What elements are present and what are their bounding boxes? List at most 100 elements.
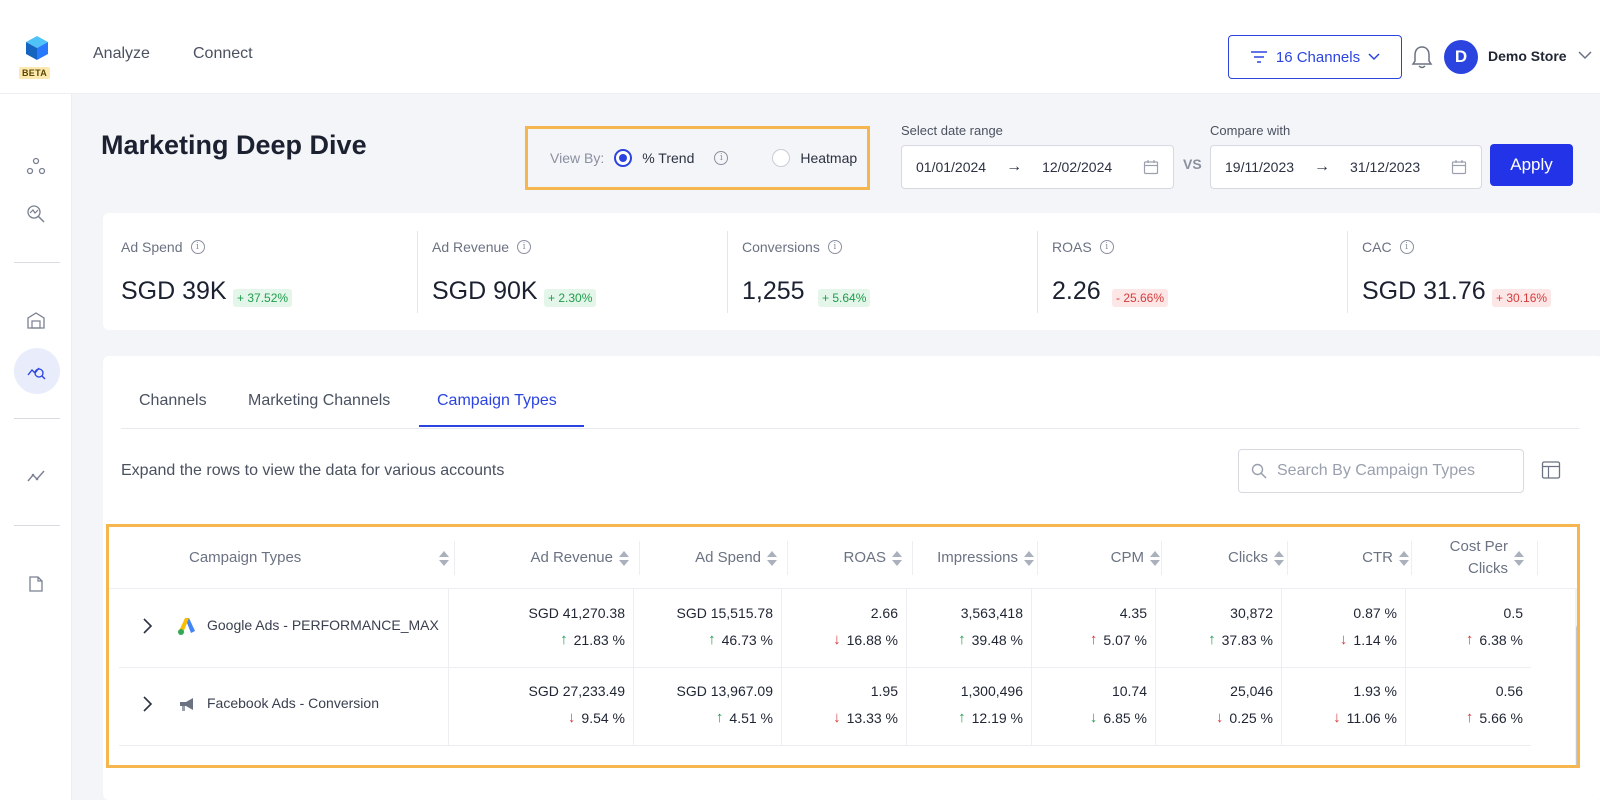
col-divider — [1287, 541, 1288, 575]
campaign-type-name[interactable]: Facebook Ads - Conversion — [207, 695, 379, 711]
sort-icon[interactable] — [619, 550, 629, 566]
sort-icon[interactable] — [767, 550, 777, 566]
cell-change-value: 46.73 % — [721, 631, 773, 648]
cell-change-value: 1.14 % — [1353, 631, 1397, 648]
heatmap-radio[interactable] — [772, 149, 791, 167]
top-bar: BETA Analyze Connect 16 Channels D Demo … — [0, 0, 1600, 94]
heatmap-option-label[interactable]: Heatmap — [800, 150, 858, 166]
info-icon[interactable]: i — [190, 240, 205, 254]
cell-change: ↓ 9.54 % — [568, 709, 625, 726]
info-icon[interactable]: i — [714, 151, 729, 165]
store-name[interactable]: Demo Store — [1488, 48, 1567, 64]
trend-icon[interactable] — [24, 464, 48, 488]
sort-icon[interactable] — [1399, 550, 1409, 566]
search-icon — [1251, 463, 1267, 479]
col-divider — [787, 541, 788, 575]
col-cost-per-clicks[interactable]: Cost Per Clicks — [1416, 527, 1524, 589]
cell-change-value: 5.07 % — [1103, 631, 1147, 648]
logo-cube-icon — [26, 36, 48, 60]
col-cpm[interactable]: CPM — [1042, 527, 1160, 589]
table-cell: 1,300,496 ↑ 12.19 % — [906, 667, 1031, 746]
cell-value: SGD 13,967.09 — [676, 683, 773, 699]
kpi-label-wrap: Ad Revenue i — [432, 239, 532, 255]
trend-radio[interactable] — [614, 149, 633, 167]
col-campaign-types[interactable]: Campaign Types — [179, 527, 449, 589]
table-row[interactable]: Facebook Ads - Conversion SGD 27,233.49 ↓ 9… — [119, 667, 1531, 746]
col-clicks[interactable]: Clicks — [1166, 527, 1284, 589]
compare-end[interactable]: 31/12/2023 — [1350, 159, 1421, 175]
cell-change: ↓ 1.14 % — [1340, 631, 1397, 648]
beta-badge: BETA — [19, 67, 51, 79]
sort-icon[interactable] — [1514, 550, 1524, 566]
tab-channels[interactable]: Channels — [139, 392, 207, 409]
sort-icon[interactable] — [892, 550, 902, 566]
sidebar-divider — [14, 525, 60, 526]
cell-change: ↓ 13.33 % — [833, 709, 898, 726]
nav-analyze[interactable]: Analyze — [93, 45, 150, 62]
arrow-down-icon: ↓ — [1089, 709, 1098, 726]
date-range-picker[interactable]: 01/01/2024 → 12/02/2024 — [901, 145, 1174, 189]
document-icon[interactable] — [24, 572, 48, 596]
col-ad-revenue[interactable]: Ad Revenue — [459, 527, 629, 589]
warehouse-icon[interactable] — [24, 308, 48, 332]
kpi-divider — [1347, 231, 1348, 313]
cell-change: ↑ 5.66 % — [1466, 709, 1523, 726]
sort-icon[interactable] — [1024, 550, 1034, 566]
channels-filter-button[interactable]: 16 Channels — [1228, 35, 1402, 79]
calendar-icon[interactable] — [1451, 159, 1467, 175]
col-ad-spend[interactable]: Ad Spend — [644, 527, 777, 589]
col-ctr[interactable]: CTR — [1292, 527, 1409, 589]
sort-icon[interactable] — [1150, 550, 1160, 566]
sort-icon[interactable] — [439, 550, 449, 566]
nav-connect[interactable]: Connect — [193, 45, 253, 62]
info-icon[interactable]: i — [517, 240, 532, 254]
sort-icon[interactable] — [1274, 550, 1284, 566]
columns-settings-icon[interactable] — [1541, 460, 1561, 480]
date-range-start[interactable]: 01/01/2024 — [916, 159, 987, 175]
info-icon[interactable]: i — [1099, 240, 1114, 254]
arrow-down-icon: ↓ — [1333, 709, 1341, 726]
bell-icon[interactable] — [1410, 44, 1434, 70]
apply-button[interactable]: Apply — [1490, 144, 1573, 186]
table-row[interactable]: Google Ads - PERFORMANCE_MAX SGD 41,270.3… — [119, 589, 1531, 668]
chevron-right-icon[interactable] — [141, 617, 153, 635]
col-impressions[interactable]: Impressions — [917, 527, 1034, 589]
vertical-scrollbar-thumb[interactable] — [1576, 625, 1577, 765]
calendar-icon[interactable] — [1143, 159, 1159, 175]
cell-change-value: 4.51 % — [729, 709, 773, 726]
search-box[interactable] — [1238, 449, 1524, 493]
cell-change-value: 37.83 % — [1221, 631, 1273, 648]
col-label: Campaign Types — [189, 549, 302, 566]
info-icon[interactable]: i — [827, 240, 842, 254]
info-icon[interactable]: i — [1399, 240, 1414, 254]
arrow-up-icon: ↑ — [560, 631, 568, 648]
col-divider — [1411, 541, 1412, 575]
tab-campaign-types[interactable]: Campaign Types — [437, 392, 557, 409]
cell-change: ↓ 11.06 % — [1333, 709, 1397, 726]
cell-value: 1.93 % — [1353, 683, 1397, 699]
app-logo[interactable] — [22, 36, 52, 80]
compare-label: Compare with — [1210, 123, 1291, 138]
compare-date-picker[interactable]: 19/11/2023 → 31/12/2023 — [1210, 145, 1482, 189]
chevron-right-icon[interactable] — [141, 695, 153, 713]
store-chevron-down-icon[interactable] — [1578, 50, 1592, 60]
col-roas[interactable]: ROAS — [792, 527, 902, 589]
table-cell: 1.95 ↓ 13.33 % — [781, 667, 906, 746]
search-analysis-icon[interactable] — [24, 202, 48, 226]
tab-marketing-channels[interactable]: Marketing Channels — [248, 392, 391, 409]
date-range-end[interactable]: 12/02/2024 — [1042, 159, 1113, 175]
search-input[interactable] — [1277, 462, 1507, 480]
cell-value: SGD 41,270.38 — [528, 605, 625, 621]
vs-label: VS — [1183, 156, 1202, 172]
cell-change-value: 12.19 % — [971, 709, 1023, 726]
nodes-icon[interactable] — [24, 154, 48, 178]
arrow-up-icon: ↑ — [1208, 631, 1216, 648]
kpi-label: Conversions — [742, 239, 820, 255]
campaign-type-name[interactable]: Google Ads - PERFORMANCE_MAX — [207, 617, 439, 633]
deep-dive-icon[interactable] — [24, 359, 48, 383]
cell-value: 1,300,496 — [960, 683, 1023, 699]
trend-option-label[interactable]: % Trend — [642, 150, 695, 166]
compare-start[interactable]: 19/11/2023 — [1225, 159, 1295, 175]
avatar[interactable]: D — [1444, 40, 1478, 74]
cell-change: ↑ 39.48 % — [958, 631, 1023, 648]
